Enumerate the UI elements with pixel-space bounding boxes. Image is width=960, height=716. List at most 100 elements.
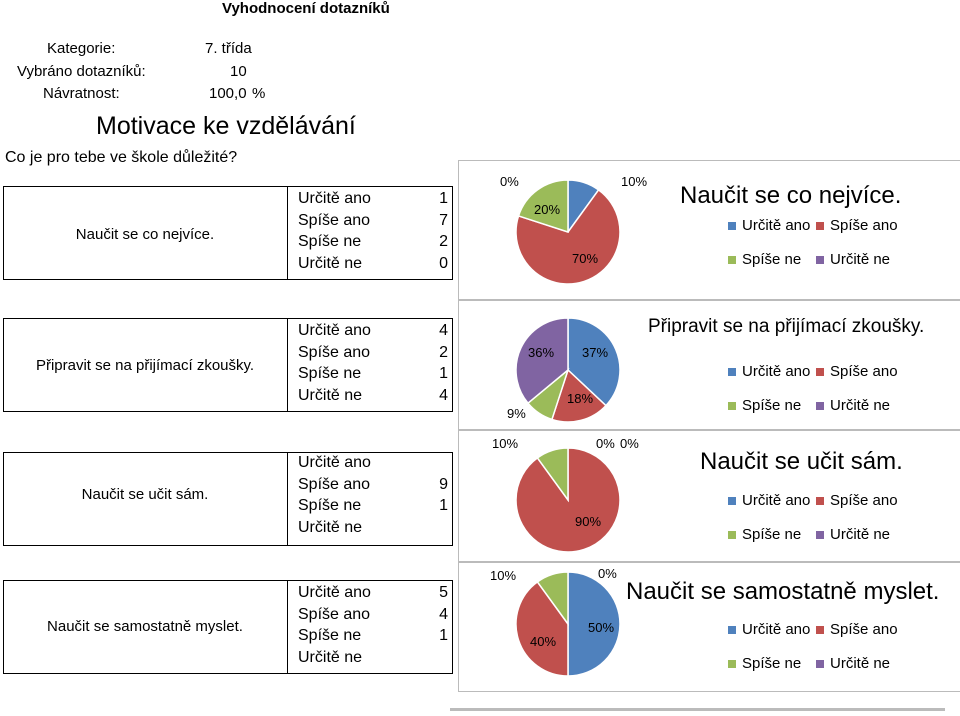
legend-swatch — [728, 256, 736, 265]
answer-row: Určitě ne 4 — [298, 387, 448, 407]
pie-slice-spise-ano — [550, 368, 607, 423]
pie-percent-label: 36% — [528, 345, 555, 360]
answer-label: Spíše ano — [298, 475, 371, 493]
pie-percent-label: 0% — [500, 174, 519, 189]
return-label: Návratnost: — [43, 85, 120, 102]
answer-label: Určitě ne — [298, 648, 363, 666]
legend-item-spise-ne: Spíše ne — [728, 526, 801, 543]
pie-chart — [515, 317, 621, 423]
answer-count: 0 — [439, 254, 448, 272]
section-question: Co je pro tebe ve škole důležité? — [5, 149, 238, 166]
report-title: Vyhodnocení dotazníků — [222, 0, 390, 17]
box-divider — [287, 319, 288, 411]
answer-label: Určitě ano — [298, 322, 371, 339]
answer-row: Určitě ano 5 — [298, 584, 448, 604]
question-text: Připravit se na přijímací zkoušky. — [35, 357, 255, 374]
legend-item-urcite-ano: Určitě ano — [728, 363, 810, 380]
legend-swatch — [816, 402, 824, 411]
pie-slice-urcite-ano — [567, 317, 621, 407]
legend-swatch — [728, 531, 736, 540]
legend-item-urcite-ne: Určitě ne — [816, 526, 890, 543]
answer-row: Spíše ano 7 — [298, 212, 448, 232]
question-text: Naučit se učit sám. — [81, 486, 209, 503]
section-title: Motivace ke vzdělávání — [96, 112, 356, 140]
legend-swatch — [816, 256, 824, 265]
answer-label: Určitě ne — [298, 254, 363, 272]
legend-label: Spíše ano — [830, 492, 898, 509]
pie-percent-label: 10% — [490, 568, 517, 583]
legend-label: Spíše ne — [742, 397, 802, 414]
legend-label: Spíše ne — [742, 526, 802, 543]
answer-count: 2 — [439, 233, 448, 250]
question-box — [3, 186, 453, 280]
selected-label: Vybráno dotazníků: — [17, 63, 146, 80]
answer-row: Spíše ne 1 — [298, 497, 448, 517]
pie-percent-label: 40% — [530, 634, 557, 649]
pie-slice-spise-ne — [536, 447, 569, 503]
legend-swatch — [728, 626, 736, 635]
pie-percent-label: 50% — [588, 620, 615, 635]
legend-label: Spíše ano — [830, 621, 898, 638]
legend-label: Určitě ne — [830, 526, 891, 543]
legend-swatch — [728, 497, 736, 506]
legend-item-urcite-ne: Určitě ne — [816, 655, 890, 672]
answer-label: Určitě ano — [298, 454, 371, 471]
legend-label: Určitě ne — [830, 397, 891, 414]
legend-swatch — [816, 222, 824, 231]
category-label: Kategorie: — [47, 40, 116, 57]
pie-slice-urcite-ano — [567, 571, 621, 677]
answer-label: Spíše ano — [298, 605, 371, 623]
legend-item-spise-ne: Spíše ne — [728, 251, 801, 268]
pie-percent-label: 20% — [534, 202, 561, 217]
question-box — [3, 452, 453, 546]
legend-item-spise-ano: Spíše ano — [816, 492, 898, 509]
answer-count: 1 — [439, 497, 448, 514]
answer-label: Určitě ano — [298, 190, 371, 207]
pie-percent-label: 0% — [596, 436, 615, 451]
answer-row: Určitě ne — [298, 519, 448, 539]
pie-percent-label: 37% — [582, 345, 609, 360]
legend-label: Určitě ne — [830, 655, 891, 672]
answer-label: Spíše ano — [298, 211, 371, 229]
answer-count: 1 — [439, 190, 448, 207]
pie-slice-spise-ne — [517, 179, 569, 234]
legend-swatch — [728, 660, 736, 669]
answer-row: Spíše ne 1 — [298, 365, 448, 385]
answer-row: Určitě ano 4 — [298, 322, 448, 342]
legend-label: Spíše ne — [742, 655, 802, 672]
legend-item-spise-ne: Spíše ne — [728, 655, 801, 672]
pie-percent-label: 90% — [575, 514, 602, 529]
pie-slice-spise-ne — [536, 571, 569, 627]
return-unit: % — [252, 85, 266, 102]
answer-count: 9 — [439, 475, 448, 493]
answer-row: Spíše ne 2 — [298, 233, 448, 253]
question-text: Naučit se co nejvíce. — [75, 226, 215, 243]
chart-title: Připravit se na přijímací zkoušky. — [648, 316, 925, 337]
box-divider — [287, 581, 288, 673]
legend-item-urcite-ano: Určitě ano — [728, 492, 810, 509]
legend-item-urcite-ne: Určitě ne — [816, 397, 890, 414]
legend-swatch — [728, 402, 736, 411]
answer-label: Spíše ne — [298, 233, 362, 250]
answer-label: Spíše ne — [298, 627, 362, 644]
pie-percent-label: 18% — [567, 391, 594, 406]
pie-chart — [515, 179, 621, 285]
answer-label: Určitě ne — [298, 518, 363, 536]
legend-item-spise-ano: Spíše ano — [816, 363, 898, 380]
pie-percent-label: 0% — [620, 436, 639, 451]
answer-count: 1 — [439, 627, 448, 644]
pie-percent-label: 10% — [492, 436, 519, 451]
bottom-divider — [450, 708, 945, 711]
answer-count: 2 — [439, 343, 448, 361]
answer-count: 4 — [439, 605, 448, 623]
legend-label: Určitě ano — [742, 363, 811, 380]
legend-item-spise-ano: Spíše ano — [816, 621, 898, 638]
legend-label: Určitě ano — [742, 217, 811, 234]
question-box — [3, 580, 453, 674]
category-value: 7. třída — [205, 40, 252, 57]
answer-count: 7 — [439, 211, 448, 229]
pie-slice-spise-ano — [515, 580, 569, 677]
answer-row: Spíše ano 2 — [298, 344, 448, 364]
answer-count: 1 — [439, 365, 448, 382]
legend-swatch — [816, 531, 824, 540]
